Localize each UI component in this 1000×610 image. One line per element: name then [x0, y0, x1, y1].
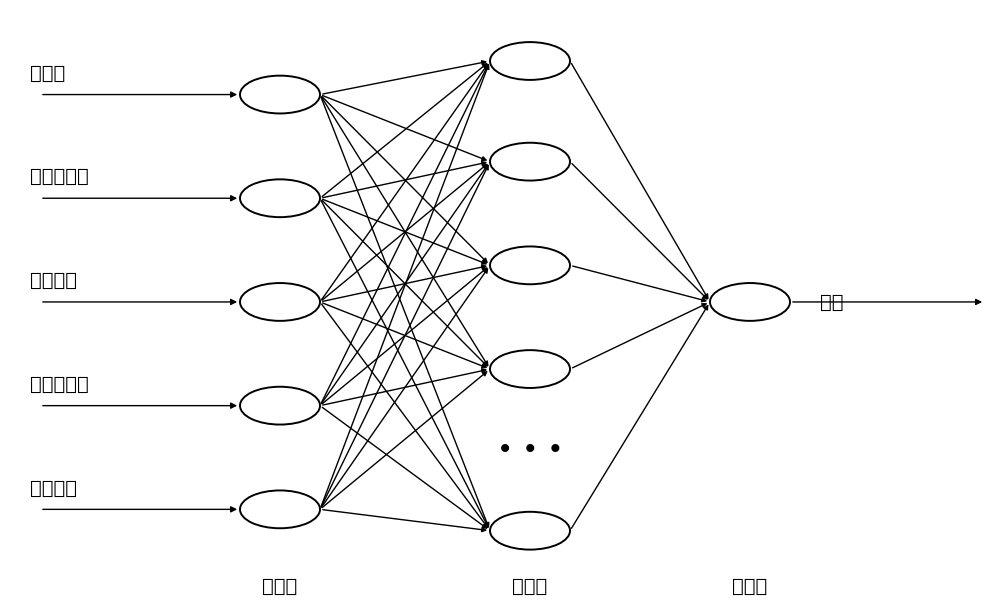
Text: 输入层: 输入层: [262, 577, 298, 597]
Text: • • •: • • •: [497, 436, 563, 464]
Ellipse shape: [490, 42, 570, 80]
Text: 概率: 概率: [820, 292, 844, 312]
Ellipse shape: [240, 179, 320, 217]
Ellipse shape: [490, 512, 570, 550]
Text: 降雨量: 降雨量: [30, 63, 65, 83]
Text: 土壤含水率: 土壤含水率: [30, 167, 89, 187]
Ellipse shape: [240, 76, 320, 113]
Ellipse shape: [490, 143, 570, 181]
Ellipse shape: [710, 283, 790, 321]
Ellipse shape: [490, 350, 570, 388]
Ellipse shape: [240, 283, 320, 321]
Ellipse shape: [240, 490, 320, 528]
Text: 输出层: 输出层: [732, 577, 768, 597]
Ellipse shape: [240, 387, 320, 425]
Ellipse shape: [490, 246, 570, 284]
Text: 次声频率: 次声频率: [30, 478, 77, 498]
Text: 孔隙水压力: 孔隙水压力: [30, 375, 89, 394]
Text: 裂缝位移: 裂缝位移: [30, 271, 77, 290]
Text: 隐含层: 隐含层: [512, 577, 548, 597]
